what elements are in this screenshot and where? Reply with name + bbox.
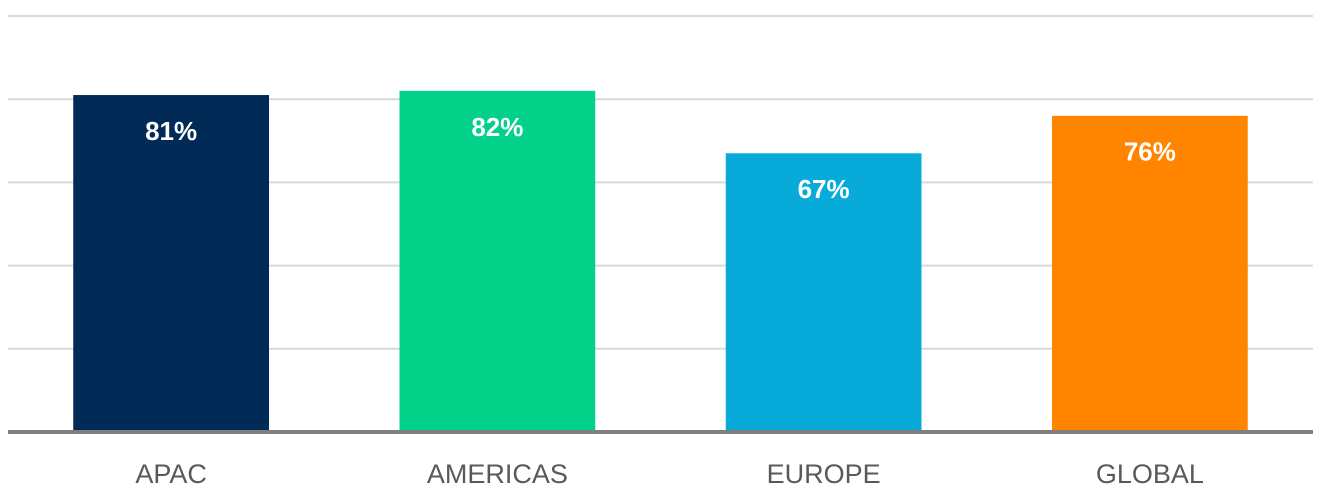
x-tick-label: APAC <box>135 459 207 489</box>
x-tick-label: GLOBAL <box>1096 459 1204 489</box>
bar <box>725 153 922 432</box>
value-label: 81% <box>145 116 197 146</box>
x-tick-label: EUROPE <box>767 459 881 489</box>
bar <box>399 90 596 432</box>
bar <box>73 95 269 432</box>
value-label: 67% <box>798 174 850 204</box>
x-tick-label: AMERICAS <box>427 459 568 489</box>
value-label: 76% <box>1124 137 1176 167</box>
value-label: 82% <box>471 112 523 142</box>
bar <box>1052 115 1248 432</box>
